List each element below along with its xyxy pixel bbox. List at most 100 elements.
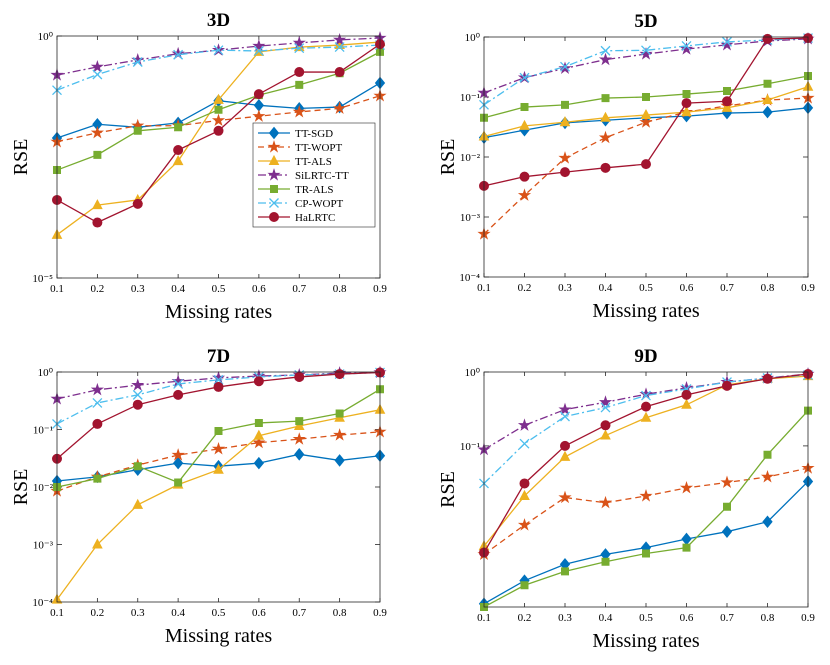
- marker: [561, 100, 569, 109]
- marker: [720, 475, 734, 489]
- marker: [679, 380, 694, 394]
- marker: [598, 495, 613, 509]
- y-tick-label: 10⁻⁴: [459, 272, 480, 284]
- x-tick-label: 0.2: [91, 283, 105, 295]
- marker: [132, 399, 143, 410]
- marker: [172, 155, 184, 166]
- plot-area: [57, 372, 380, 602]
- marker: [90, 59, 104, 73]
- legend-label: SiLRTC-TT: [295, 170, 349, 182]
- marker: [92, 538, 103, 549]
- x-tick-label: 0.8: [333, 283, 347, 295]
- marker: [519, 478, 530, 489]
- marker: [92, 199, 103, 210]
- marker: [641, 401, 651, 412]
- marker: [267, 140, 281, 153]
- x-tick-label: 0.8: [333, 607, 347, 619]
- marker: [601, 94, 610, 103]
- marker: [763, 450, 772, 459]
- y-axis-label: RSE: [437, 139, 459, 176]
- marker: [762, 105, 773, 119]
- legend-label: TT-ALS: [295, 156, 332, 168]
- marker: [92, 69, 103, 80]
- subplot: 0.1 0.2 0.3 0.4 0.5 0.6 0.7 0.8 0.9 10⁻⁵ 10⁰ 3D Miss…: [10, 10, 387, 323]
- marker: [721, 101, 733, 112]
- marker: [294, 67, 305, 78]
- marker: [93, 150, 102, 159]
- marker: [681, 389, 692, 400]
- marker: [721, 525, 733, 538]
- marker: [174, 123, 183, 132]
- marker: [722, 96, 732, 107]
- plot-area: [484, 37, 808, 277]
- marker: [598, 130, 613, 144]
- marker: [333, 32, 347, 46]
- marker: [93, 474, 102, 483]
- y-tick-label: 10⁻²: [460, 152, 481, 164]
- y-tick-label: 10⁻²: [33, 482, 54, 494]
- marker: [681, 106, 692, 117]
- axes-box: [483, 371, 809, 608]
- marker: [253, 429, 265, 440]
- marker: [560, 61, 570, 72]
- y-tick-label: 10⁰: [38, 31, 54, 43]
- marker: [171, 448, 185, 461]
- marker: [681, 98, 692, 109]
- x-tick-label: 0.8: [761, 282, 775, 294]
- x-tick-label: 0.5: [639, 282, 653, 294]
- series-line: [483, 37, 809, 106]
- marker: [334, 67, 345, 78]
- marker: [560, 411, 570, 422]
- marker: [600, 420, 611, 431]
- marker: [760, 470, 775, 483]
- x-tick-label: 0.3: [558, 612, 572, 624]
- marker: [679, 42, 694, 55]
- marker: [641, 45, 651, 56]
- marker: [642, 93, 650, 101]
- marker: [131, 378, 145, 391]
- marker: [763, 79, 772, 88]
- y-axis-label: RSE: [437, 471, 459, 508]
- marker: [641, 390, 651, 401]
- marker: [269, 212, 279, 222]
- marker: [601, 557, 610, 566]
- marker: [762, 93, 773, 105]
- subplot: 0.1 0.2 0.3 0.4 0.5 0.6 0.7 0.8 0.9 10⁻⁴ 10⁻³ 10⁻² 1…: [437, 11, 815, 322]
- marker: [517, 418, 532, 431]
- marker: [333, 428, 347, 441]
- marker: [520, 581, 529, 590]
- marker: [640, 411, 652, 422]
- marker: [172, 456, 184, 470]
- marker: [682, 543, 691, 552]
- marker: [268, 154, 280, 165]
- marker: [295, 80, 304, 89]
- marker: [213, 463, 224, 474]
- marker: [269, 198, 279, 208]
- marker: [681, 398, 692, 409]
- y-axis-label: RSE: [10, 469, 32, 506]
- x-tick-label: 0.3: [131, 283, 145, 295]
- marker: [252, 39, 266, 52]
- marker: [334, 369, 345, 380]
- marker: [133, 462, 142, 471]
- marker: [270, 185, 278, 193]
- marker: [252, 109, 266, 122]
- x-tick-label: 0.1: [50, 283, 64, 295]
- marker: [173, 49, 184, 60]
- marker: [558, 402, 572, 416]
- marker: [679, 480, 694, 494]
- legend: TT-SGD TT-WOPT TT-ALS SiLRTC-TT TR-ALS CP-WOP…: [252, 122, 376, 228]
- marker: [600, 402, 611, 413]
- marker: [334, 42, 345, 53]
- subplot: 0.1 0.2 0.3 0.4 0.5 0.6 0.7 0.8 0.9 10⁻⁴ 10⁻³ 10⁻² 1…: [10, 346, 387, 647]
- x-tick-label: 0.3: [131, 607, 145, 619]
- marker: [762, 33, 773, 44]
- y-tick-label: 10⁻⁵: [32, 273, 53, 285]
- marker: [132, 198, 143, 209]
- marker: [600, 429, 611, 440]
- axes-box: [56, 35, 381, 279]
- marker: [560, 440, 570, 451]
- marker: [254, 418, 263, 427]
- legend-label: HaLRTC: [295, 212, 335, 224]
- x-tick-label: 0.7: [720, 282, 734, 294]
